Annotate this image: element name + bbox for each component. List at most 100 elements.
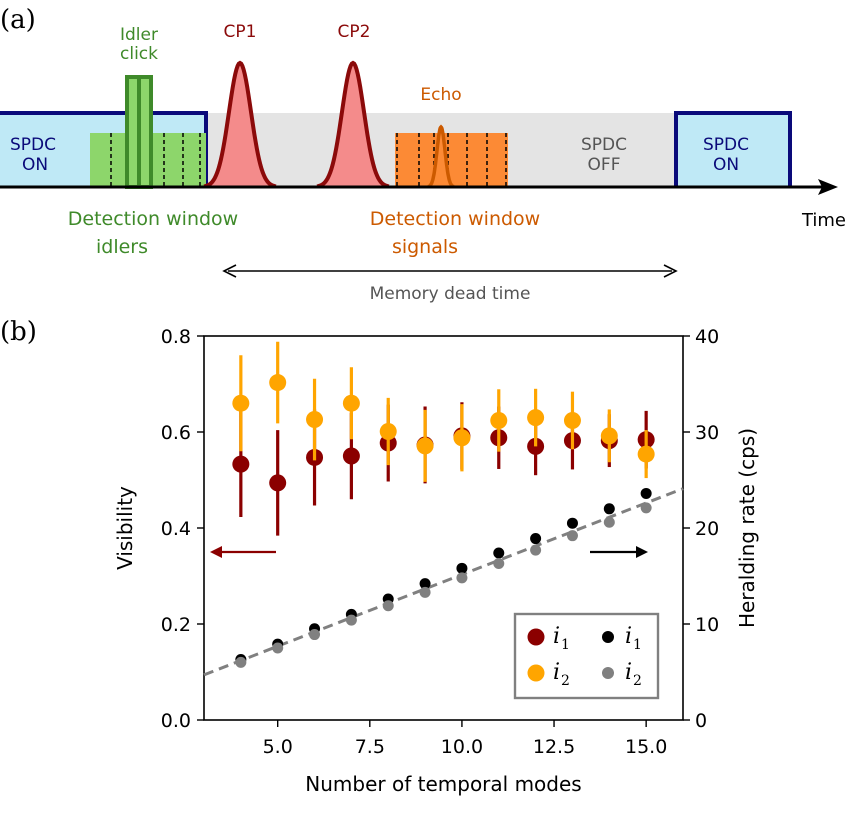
data-point <box>563 411 581 429</box>
data-point <box>456 572 468 584</box>
spdc-on-right-label-1: SPDC <box>703 135 749 155</box>
data-point <box>232 394 250 412</box>
spdc-off-label-1: SPDC <box>581 135 627 155</box>
data-point <box>345 614 357 626</box>
legend-subscript: 1 <box>561 637 570 653</box>
data-point <box>235 656 247 668</box>
legend-box <box>513 612 660 700</box>
legend-subscript: 1 <box>633 637 642 653</box>
legend-label: i <box>625 660 632 685</box>
det-signals-label-1: Detection window <box>370 208 540 230</box>
legend-label: i <box>553 624 560 649</box>
spdc-on-right-border <box>674 111 792 187</box>
left-axis-arrowhead <box>210 546 222 558</box>
spdc-on-right-box <box>676 113 790 187</box>
y-right-axis-label: Heralding rate (cps) <box>735 428 759 628</box>
echo-pulse <box>427 124 455 189</box>
legend-subscript: 2 <box>561 673 570 689</box>
spdc-on-left-label-1: SPDC <box>10 135 56 155</box>
cp2-label: CP2 <box>338 22 371 42</box>
data-point <box>493 547 505 559</box>
y-left-tick-label: 0.8 <box>161 326 191 348</box>
data-point <box>306 411 324 429</box>
chart: 5.0 7.5 10.0 12.5 15.0 0.0 0.2 0.4 0.6 0.8 0 10 20 30… <box>113 326 759 796</box>
legend-subscript: 2 <box>633 673 642 689</box>
x-tick-label: 5.0 <box>263 736 293 758</box>
right-axis-arrowhead <box>636 546 648 558</box>
data-point <box>272 642 284 654</box>
cp2-pulse <box>316 60 390 189</box>
panel-b-label: (b) <box>0 317 37 347</box>
data-point <box>309 629 321 641</box>
dead-time-label: Memory dead time <box>370 284 531 304</box>
data-point <box>600 427 618 445</box>
y-right-tick-label: 10 <box>695 614 719 636</box>
legend-label: i <box>625 624 632 649</box>
time-label: Time <box>801 210 846 231</box>
data-point <box>603 516 615 528</box>
y-left-tick-label: 0.0 <box>161 710 191 732</box>
dead-time-arrowhead-left <box>222 264 237 278</box>
idler-click-label-2: click <box>120 44 158 64</box>
data-point <box>232 455 250 473</box>
legend-marker <box>527 628 545 646</box>
det-signals-label-2: signals <box>392 236 458 258</box>
spdc-off-label-2: OFF <box>588 155 621 175</box>
panel-a: (a) <box>0 5 846 304</box>
x-tick-label: 12.5 <box>533 736 575 758</box>
data-point <box>379 423 397 441</box>
data-point <box>640 487 652 499</box>
y-left-axis-label: Visibility <box>113 486 137 570</box>
data-point <box>269 374 287 392</box>
data-point <box>640 502 652 514</box>
y-right-tick-label: 20 <box>695 518 719 540</box>
time-axis-arrowhead <box>818 179 838 195</box>
y-right-tick-label: 0 <box>695 710 707 732</box>
legend-marker <box>527 664 545 682</box>
data-point <box>493 558 505 570</box>
spdc-on-left-label-2: ON <box>22 155 48 175</box>
data-point <box>269 474 287 492</box>
data-point <box>342 447 360 465</box>
dead-time-arrowhead-right <box>663 264 678 278</box>
data-point <box>342 394 360 412</box>
data-point <box>419 586 431 598</box>
x-tick-label: 15.0 <box>625 736 667 758</box>
y-left-tick-label: 0.4 <box>161 518 191 540</box>
legend-marker <box>602 667 614 679</box>
det-idlers-label-1: Detection window <box>68 208 238 230</box>
data-point <box>527 409 545 427</box>
data-point <box>453 429 471 447</box>
fit-line <box>203 487 684 677</box>
data-point <box>490 411 508 429</box>
idler-click-label-1: Idler <box>120 25 158 45</box>
x-tick-label: 7.5 <box>355 736 385 758</box>
y-left-tick-label: 0.6 <box>161 422 191 444</box>
x-axis-label: Number of temporal modes <box>305 772 581 796</box>
panel-a-label: (a) <box>0 5 36 35</box>
signal-detection-window <box>395 133 508 187</box>
data-point <box>530 533 542 545</box>
spdc-on-right-label-2: ON <box>713 155 739 175</box>
data-point <box>456 562 468 574</box>
data-point <box>566 517 578 529</box>
data-point <box>530 544 542 556</box>
y-right-tick-label: 40 <box>695 326 719 348</box>
echo-label: Echo <box>420 85 461 105</box>
data-point <box>603 503 615 515</box>
y-right-tick-label: 30 <box>695 422 719 444</box>
data-point <box>566 530 578 542</box>
data-point <box>382 600 394 612</box>
legend-marker <box>602 631 614 643</box>
x-tick-label: 10.0 <box>441 736 483 758</box>
idler-window-dividers <box>110 133 201 187</box>
panel-b: (b) 5.0 7.5 10.0 12.5 15.0 0.0 0.2 0.4 0.6 0.8 0 10… <box>0 317 759 796</box>
data-point <box>419 578 431 590</box>
data-point <box>416 437 434 455</box>
cp1-label: CP1 <box>224 22 257 42</box>
y-left-tick-label: 0.2 <box>161 614 191 636</box>
data-point <box>637 445 655 463</box>
cp1-pulse <box>203 60 277 189</box>
legend-label: i <box>553 660 560 685</box>
